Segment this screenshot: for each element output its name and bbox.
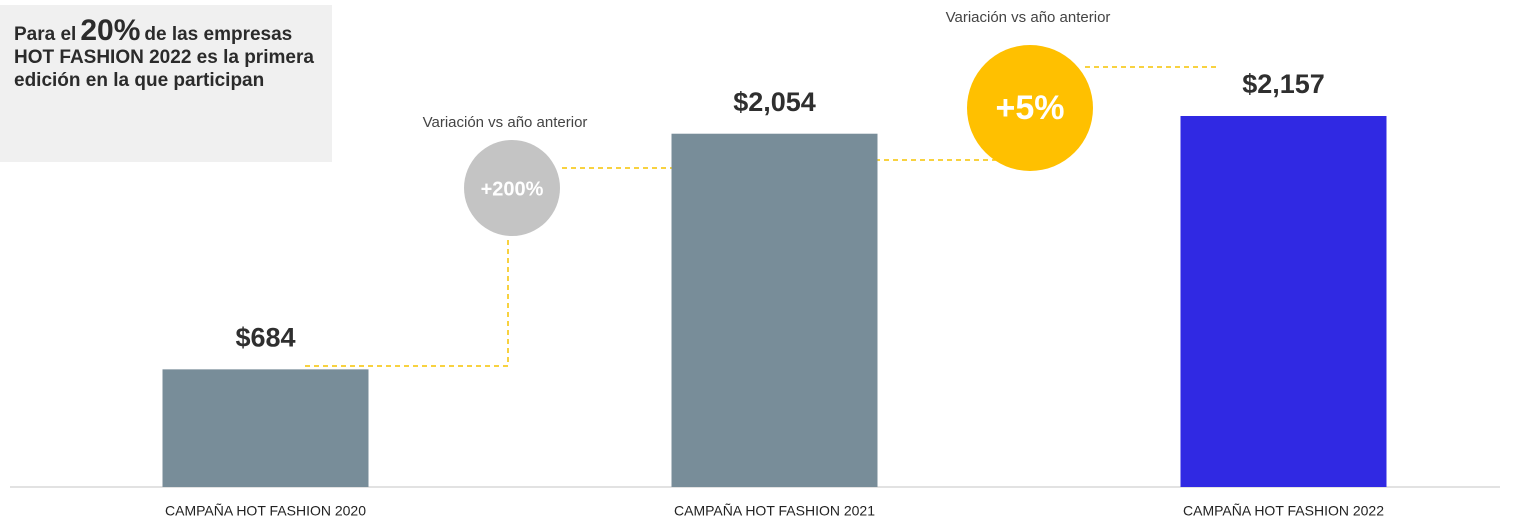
note-box: Para el 20% de las empresas HOT FASHION 20…: [0, 5, 332, 162]
bar: [1180, 116, 1387, 487]
bar: [671, 133, 878, 487]
variation-label: Variación vs año anterior: [423, 114, 588, 131]
note-highlight: 20%: [80, 14, 141, 47]
x-tick-label: CAMPAÑA HOT FASHION 2021: [674, 503, 875, 519]
x-tick-label: CAMPAÑA HOT FASHION 2020: [165, 503, 366, 519]
value-label: $2,157: [1242, 69, 1325, 99]
variation-label: Variación vs año anterior: [946, 9, 1111, 26]
note-text: de las empresas HOT FASHION 2022 es la p…: [14, 24, 314, 91]
value-label: $2,054: [733, 87, 816, 117]
connector: [305, 236, 509, 367]
variation-value: +200%: [481, 178, 544, 200]
variation-badge: [967, 45, 1093, 171]
x-tick-label: CAMPAÑA HOT FASHION 2022: [1183, 503, 1384, 519]
variation-value: +5%: [996, 89, 1065, 127]
note-text: Para el: [14, 24, 77, 45]
variation-badge: [464, 140, 560, 236]
bar: [162, 369, 369, 487]
value-label: $684: [235, 322, 295, 352]
